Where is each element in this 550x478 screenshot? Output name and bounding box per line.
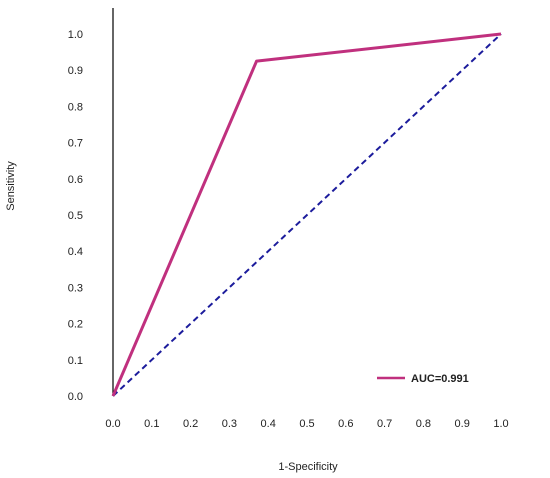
y-tick-label: 0.4 (68, 246, 83, 258)
y-tick-label: 0.7 (68, 138, 83, 150)
x-tick-label: 0.6 (338, 418, 353, 430)
y-tick-label: 0.3 (68, 282, 83, 294)
y-tick-label: 0.5 (68, 210, 83, 222)
x-axis-title: 1-Specificity (278, 461, 338, 473)
x-tick-label: 0.8 (416, 418, 431, 430)
x-tick-label: 0.7 (377, 418, 392, 430)
y-tick-label: 0.2 (68, 319, 83, 331)
x-tick-label: 0.4 (261, 418, 276, 430)
legend: AUC=0.991 (377, 373, 469, 385)
y-tick-label: 0.9 (68, 65, 83, 77)
legend-label: AUC=0.991 (411, 373, 469, 385)
x-tick-label: 0.1 (144, 418, 159, 430)
x-tick-label: 0.2 (183, 418, 198, 430)
x-tick-label: 0.5 (299, 418, 314, 430)
x-tick-label: 0.0 (105, 418, 120, 430)
x-tick-label: 0.9 (455, 418, 470, 430)
y-tick-label: 0.1 (68, 355, 83, 367)
y-axis-title: Sensitivity (5, 161, 17, 211)
roc-curve-line (111, 32, 502, 397)
x-tick-label: 1.0 (493, 418, 508, 430)
diagonal-reference-line (112, 33, 502, 397)
x-tick-label: 0.3 (222, 418, 237, 430)
x-axis-ticks: 0.0 0.1 0.2 0.3 0.4 0.5 0.6 0.7 0.8 0.9 1.0 (105, 418, 508, 430)
y-tick-label: 0.8 (68, 101, 83, 113)
y-tick-label: 0.6 (68, 174, 83, 186)
y-axis-ticks: 0.0 0.1 0.2 0.3 0.4 0.5 0.6 0.7 0.8 0.9 1.0 (68, 29, 83, 403)
y-tick-label: 1.0 (68, 29, 83, 41)
y-tick-label: 0.0 (68, 391, 83, 403)
